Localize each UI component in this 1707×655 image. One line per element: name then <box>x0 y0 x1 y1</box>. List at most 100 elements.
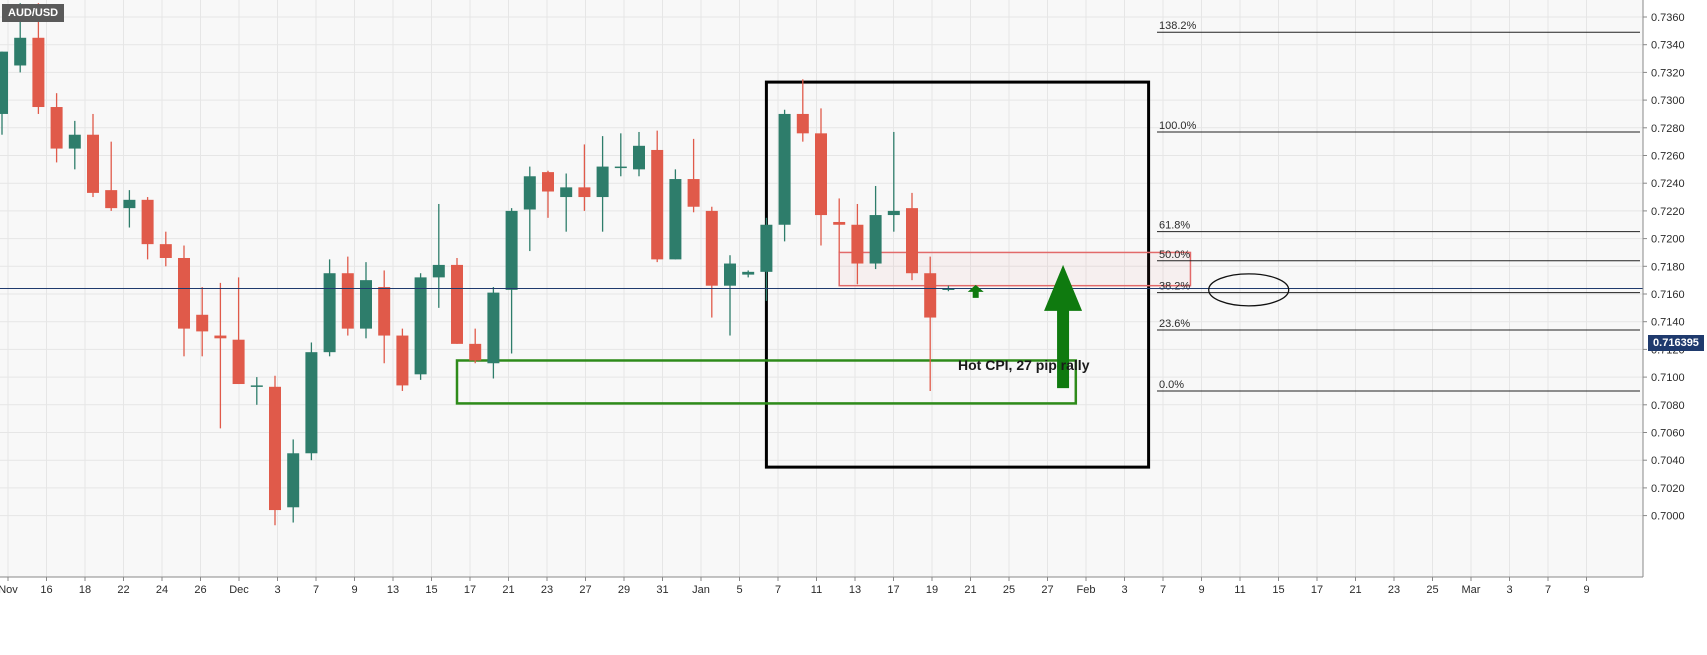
candle-body <box>614 166 627 169</box>
x-tick-label: 25 <box>1426 584 1438 596</box>
candle-body <box>269 386 281 511</box>
candle-body <box>651 149 664 260</box>
x-tick-label: 7 <box>1545 584 1551 596</box>
candle-body <box>542 172 554 192</box>
y-tick-label: 0.7160 <box>1651 289 1685 301</box>
x-tick-label: 19 <box>926 584 938 596</box>
candle-body <box>341 273 354 329</box>
x-tick-label: 3 <box>274 584 280 596</box>
y-tick-label: 0.7040 <box>1651 455 1685 467</box>
candle-body <box>942 288 955 290</box>
x-tick-label: 25 <box>1003 584 1015 596</box>
x-tick-label: 7 <box>1160 584 1166 596</box>
fib-level-label: 38.2% <box>1159 281 1190 293</box>
candle-body <box>796 113 809 134</box>
candle-body <box>287 453 300 508</box>
x-tick-label: 21 <box>964 584 976 596</box>
candle-body <box>159 244 172 258</box>
candle-body <box>469 343 482 361</box>
x-tick-label: Jan <box>692 584 710 596</box>
fib-level-label: 61.8% <box>1159 220 1190 232</box>
candle-body <box>815 133 827 216</box>
y-tick-label: 0.7060 <box>1651 428 1685 440</box>
x-tick-label: 5 <box>736 584 742 596</box>
fib-38-ellipse <box>1208 273 1290 307</box>
x-tick-label: 15 <box>1272 584 1284 596</box>
current-price-badge: 0.716395 <box>1648 335 1704 351</box>
candle-body <box>505 210 518 290</box>
fib-level-label: 50.0% <box>1159 249 1190 261</box>
candle-body <box>560 187 573 198</box>
candle-body <box>487 292 500 364</box>
candle-body <box>432 264 445 278</box>
candle-body <box>833 221 846 225</box>
candle-body <box>687 179 700 207</box>
y-tick-label: 0.7180 <box>1651 261 1685 273</box>
candle-body <box>250 385 263 387</box>
x-tick-label: 15 <box>425 584 437 596</box>
candle-body <box>68 134 81 149</box>
candle-body <box>378 287 391 336</box>
candle-body <box>396 335 409 386</box>
x-tick-label: 3 <box>1121 584 1127 596</box>
candle-body <box>232 339 245 385</box>
candle-body <box>906 208 918 274</box>
x-tick-label: 3 <box>1506 584 1512 596</box>
x-tick-label: 24 <box>156 584 168 596</box>
x-tick-label: 22 <box>117 584 129 596</box>
x-tick-label: Feb <box>1077 584 1096 596</box>
candle-body <box>760 224 773 272</box>
x-tick-label: 21 <box>1349 584 1361 596</box>
x-tick-label: 11 <box>811 584 822 596</box>
x-tick-label: 26 <box>194 584 206 596</box>
x-axis: Nov 16 18 22 24 26 Dec 3 7 9 13 15 17 21 23 27 29 31 Jan 5 7… <box>0 576 1643 596</box>
y-tick-label: 0.7320 <box>1651 67 1685 79</box>
fibonacci-levels: 138.2% 100.0% 61.8% 50.0% 38.2% 23.6% 0.0% <box>1157 20 1640 392</box>
candle-body <box>214 335 227 339</box>
resistance-zone-box <box>838 251 1192 287</box>
fib-level-label: 0.0% <box>1159 379 1184 391</box>
x-tick-label: 27 <box>579 584 591 596</box>
y-tick-label: 0.7100 <box>1651 372 1685 384</box>
candle-body <box>141 199 154 245</box>
x-tick-label: Mar <box>1462 584 1481 596</box>
x-tick-label: 9 <box>351 584 357 596</box>
candle-body <box>50 107 63 149</box>
symbol-badge: AUD/USD <box>2 4 65 22</box>
x-tick-label: 23 <box>1388 584 1400 596</box>
candle-body <box>869 215 882 264</box>
x-tick-label: 13 <box>387 584 399 596</box>
candle-body <box>196 314 209 332</box>
candle-body <box>724 263 736 286</box>
candle-body <box>32 37 45 108</box>
y-tick-label: 0.7240 <box>1651 178 1685 190</box>
y-tick-label: 0.7300 <box>1651 95 1685 107</box>
candle-body <box>578 187 591 198</box>
y-tick-label: 0.7260 <box>1651 151 1685 163</box>
candle-body <box>669 179 682 260</box>
candle-body <box>87 134 99 193</box>
x-tick-label: 9 <box>1198 584 1204 596</box>
x-tick-label: 17 <box>887 584 899 596</box>
annotation-text: Hot CPI, 27 pip rally <box>958 357 1090 373</box>
candle-body <box>451 264 463 344</box>
y-tick-label: 0.7200 <box>1651 234 1685 246</box>
x-tick-label: Nov <box>0 584 18 596</box>
y-tick-label: 0.7280 <box>1651 123 1685 135</box>
candle-body <box>14 37 27 66</box>
y-tick-label: 0.7140 <box>1651 317 1685 329</box>
candle-body <box>523 176 536 210</box>
candle-body <box>105 190 118 209</box>
candle-body <box>705 210 718 286</box>
candle-body <box>123 199 136 209</box>
y-tick-label: 0.7220 <box>1651 206 1685 218</box>
y-tick-label: 0.7020 <box>1651 483 1685 495</box>
candle-body <box>0 51 8 114</box>
candle-body <box>851 224 864 264</box>
x-tick-label: 17 <box>1311 584 1323 596</box>
candle-body <box>596 166 609 198</box>
x-tick-label: 9 <box>1583 584 1589 596</box>
y-tick-label: 0.7340 <box>1651 40 1685 52</box>
x-tick-label: 31 <box>656 584 668 596</box>
